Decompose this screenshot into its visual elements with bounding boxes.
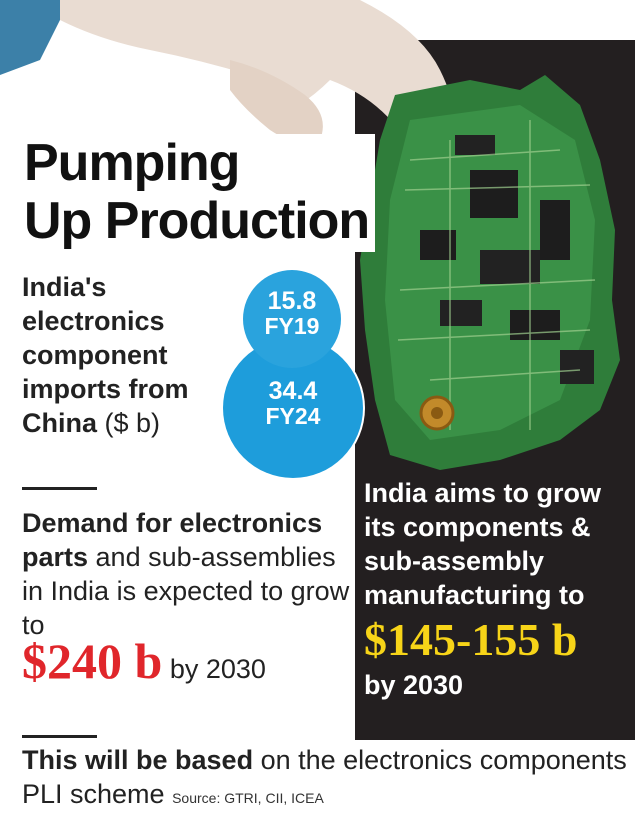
demand-year: by 2030 [162, 654, 266, 684]
board-traces [397, 120, 596, 430]
chip-7 [560, 350, 594, 384]
title-line-1: Pumping [24, 134, 240, 192]
chip-3 [480, 250, 540, 284]
bubble-fy19: 15.8 FY19 [243, 270, 341, 368]
bottom-bold: This will be based [22, 745, 254, 775]
bubble-value: 34.4 [268, 377, 318, 405]
bubble-value: 15.8 [267, 287, 317, 315]
chip-5 [440, 300, 482, 326]
chip-8 [455, 135, 495, 155]
bottom-note: This will be based on the electronics co… [22, 743, 632, 815]
imports-label: India's electronics component imports fr… [22, 270, 237, 440]
divider-middle [22, 487, 97, 490]
aims-body: India aims to grow its components & sub-… [364, 478, 602, 610]
chip-6 [510, 310, 560, 340]
title-line-2: Up Production [24, 192, 370, 250]
aims-value: $145-155 b [364, 614, 578, 665]
aims-text: India aims to grow its components & sub-… [364, 476, 632, 702]
bottom-body: on the electronics components PLI scheme [22, 745, 627, 809]
demand-value-line: $240 b by 2030 [22, 636, 352, 686]
demand-bold: Demand for electronics parts [22, 508, 323, 572]
page-title: Pumping Up Production [24, 134, 376, 252]
chip-1 [470, 170, 518, 218]
imports-label-text: India's electronics component imports fr… [22, 272, 189, 438]
sleeve-shape [0, 0, 70, 75]
source-text: Source: GTRI, CII, ICEA [172, 790, 324, 806]
thumb-shape [230, 60, 323, 144]
demand-body: and sub-assemblies in India is expected … [22, 542, 350, 640]
bubble-label: FY19 [264, 313, 320, 339]
chip-4 [540, 200, 570, 260]
demand-text: Demand for electronics parts and sub-ass… [22, 506, 352, 686]
divider-bottom [22, 735, 97, 738]
aims-year: by 2030 [364, 670, 464, 700]
demand-value: $240 b [22, 633, 163, 689]
bubble-label: FY24 [265, 403, 321, 429]
imports-unit: ($ b) [104, 408, 161, 438]
